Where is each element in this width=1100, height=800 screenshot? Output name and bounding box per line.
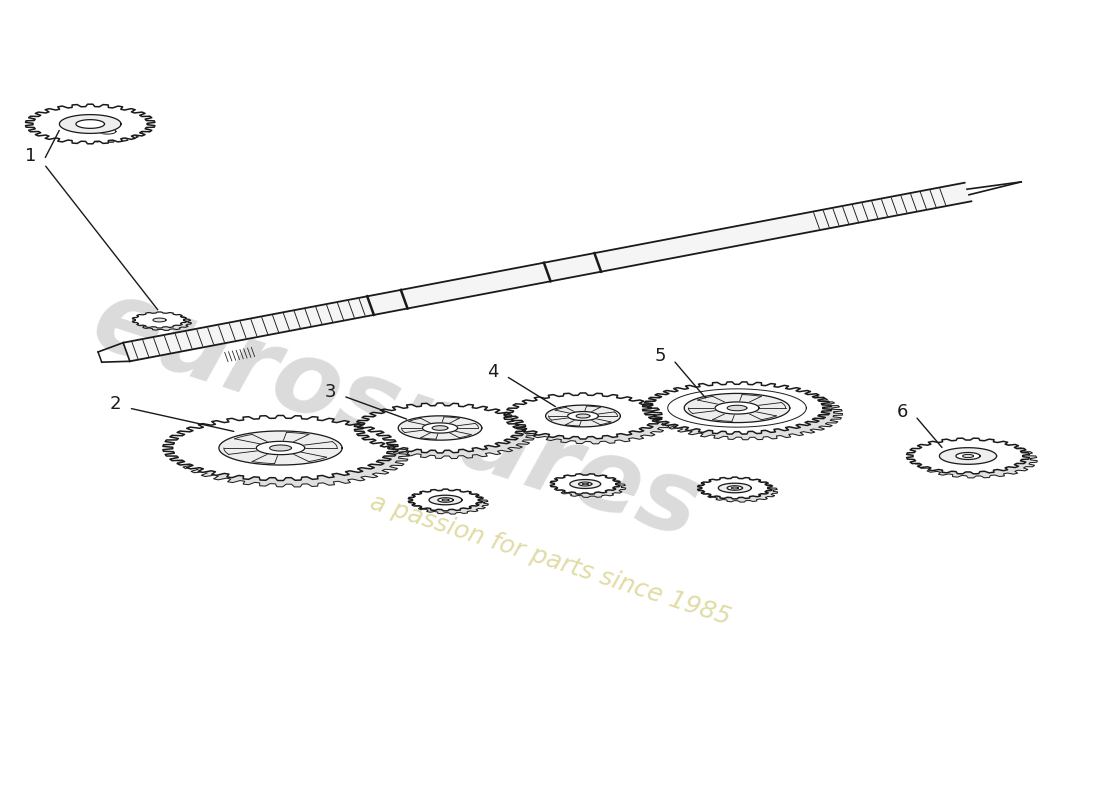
Polygon shape [703, 480, 778, 502]
Polygon shape [582, 483, 588, 485]
Polygon shape [556, 477, 626, 498]
Polygon shape [914, 442, 1037, 478]
Polygon shape [163, 415, 398, 481]
Text: 1: 1 [25, 147, 36, 165]
Polygon shape [59, 114, 121, 134]
Polygon shape [546, 405, 620, 427]
Polygon shape [434, 498, 468, 508]
Polygon shape [732, 487, 738, 489]
Polygon shape [653, 387, 843, 440]
Polygon shape [174, 422, 409, 487]
Polygon shape [697, 477, 772, 499]
Polygon shape [432, 426, 448, 430]
Polygon shape [642, 382, 832, 434]
Polygon shape [576, 414, 590, 418]
Polygon shape [219, 431, 342, 465]
Text: 5: 5 [654, 347, 666, 365]
Polygon shape [398, 416, 482, 440]
Polygon shape [906, 438, 1030, 474]
Text: 6: 6 [896, 403, 907, 421]
Polygon shape [256, 442, 305, 454]
Polygon shape [724, 486, 757, 496]
Polygon shape [727, 486, 742, 490]
Text: eurospares: eurospares [80, 272, 712, 560]
Polygon shape [354, 403, 526, 453]
Polygon shape [962, 454, 974, 458]
Polygon shape [123, 182, 971, 362]
Polygon shape [570, 479, 601, 489]
Polygon shape [230, 438, 353, 471]
Polygon shape [422, 423, 458, 433]
Polygon shape [727, 406, 747, 410]
Polygon shape [947, 452, 1004, 468]
Polygon shape [695, 399, 801, 428]
Polygon shape [554, 410, 629, 432]
Polygon shape [73, 121, 143, 142]
Polygon shape [956, 453, 980, 459]
Polygon shape [438, 498, 453, 502]
Polygon shape [270, 445, 292, 451]
Polygon shape [568, 411, 598, 421]
Text: 3: 3 [324, 383, 336, 401]
Polygon shape [939, 448, 997, 464]
Text: a passion for parts since 1985: a passion for parts since 1985 [366, 490, 734, 630]
Polygon shape [429, 495, 462, 505]
Polygon shape [408, 489, 483, 511]
Polygon shape [136, 314, 191, 330]
Polygon shape [579, 482, 592, 486]
Polygon shape [76, 120, 104, 128]
Text: 4: 4 [487, 363, 498, 381]
Polygon shape [99, 129, 116, 134]
Polygon shape [575, 482, 606, 492]
Polygon shape [513, 398, 671, 444]
Polygon shape [414, 492, 488, 514]
Polygon shape [718, 483, 751, 493]
Polygon shape [153, 318, 166, 322]
Polygon shape [684, 394, 790, 422]
Polygon shape [408, 422, 492, 446]
Polygon shape [442, 499, 449, 501]
Text: 2: 2 [110, 395, 121, 413]
Polygon shape [715, 402, 759, 414]
Polygon shape [504, 393, 662, 439]
Polygon shape [364, 409, 536, 458]
Polygon shape [132, 312, 187, 328]
Polygon shape [25, 104, 155, 144]
Polygon shape [550, 474, 620, 494]
